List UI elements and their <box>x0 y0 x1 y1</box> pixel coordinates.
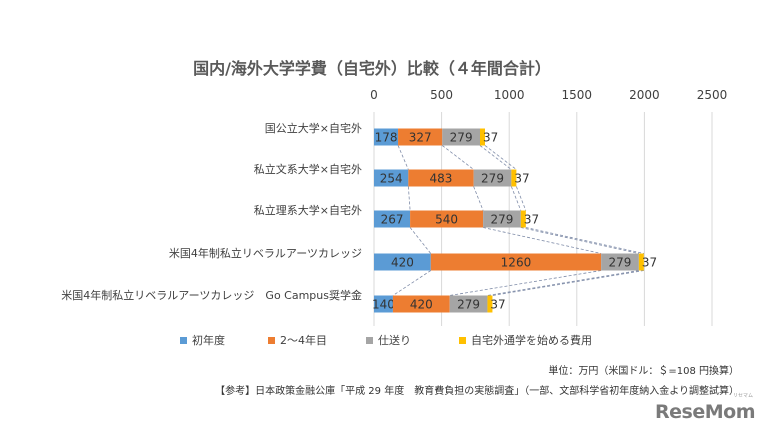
series-connector-line <box>525 227 644 254</box>
data-label: 37 <box>514 172 529 186</box>
legend-label: 2～4年目 <box>280 333 327 347</box>
category-label: 米国4年制私立リベラルアーツカレッジ Go Campus奨学金 <box>61 288 362 302</box>
bar-segment <box>601 253 639 271</box>
bar-segment <box>442 128 480 146</box>
bar-segment <box>374 169 409 187</box>
x-tick-label: 2500 <box>697 88 728 102</box>
bar-segment <box>398 128 443 146</box>
data-label: 483 <box>430 172 453 186</box>
data-label: 327 <box>409 131 432 145</box>
category-label: 私立理系大学×自宅外 <box>254 203 362 217</box>
bar-segment <box>430 253 602 271</box>
series-connector-line <box>407 186 411 211</box>
legend-swatch <box>180 337 187 344</box>
bar-segment <box>408 169 474 187</box>
series-connector-line <box>483 227 602 254</box>
brand-subtitle: リセマム <box>732 393 753 399</box>
bar-segment <box>374 253 431 271</box>
data-label: 279 <box>450 131 473 145</box>
x-tick-label: 500 <box>430 88 453 102</box>
bar-segment <box>449 295 488 313</box>
chart-title: 国内/海外大学学費（自宅外）比較（４年間合計） <box>193 59 551 78</box>
bar-segment <box>520 210 526 228</box>
series-connector-line <box>442 145 474 170</box>
series-connector-line <box>515 186 527 211</box>
data-label: 279 <box>609 256 632 270</box>
data-label: 279 <box>481 172 504 186</box>
x-tick-label: 1500 <box>562 88 593 102</box>
data-label: 279 <box>457 298 480 312</box>
unit-note: 単位：万円（米国ドル：＄=108 円換算） <box>548 366 739 377</box>
series-connector-line <box>510 186 522 211</box>
legend-swatch <box>366 337 373 344</box>
legend-label: 仕送り <box>378 333 411 347</box>
data-label: 279 <box>491 213 514 227</box>
series-connector-line <box>397 145 409 170</box>
series-connector-line <box>487 270 639 296</box>
bar-segment <box>374 295 393 313</box>
legend-label: 自宅外通学を始める費用 <box>471 333 592 347</box>
brand-logo: ReseMom <box>655 401 755 423</box>
legend-swatch <box>459 337 466 344</box>
legend-label: 初年度 <box>192 333 225 347</box>
bar-segment <box>410 210 484 228</box>
series-connector-line <box>449 270 602 296</box>
data-label: 1260 <box>501 256 532 270</box>
series-connector-line <box>409 227 432 254</box>
data-label: 254 <box>380 172 403 186</box>
bars: 178 327 279 37 254 483 279 37 267 540 279 37 420 1260… <box>372 128 657 313</box>
bar-segment <box>392 295 450 313</box>
category-label: 米国4年制私立リベラルアーツカレッジ <box>169 246 362 260</box>
bar-segment <box>483 210 521 228</box>
data-label: 420 <box>410 298 433 312</box>
data-label: 37 <box>483 131 498 145</box>
x-axis-ticks: 0 500 1000 1500 2000 2500 <box>370 88 727 102</box>
category-label: 私立文系大学×自宅外 <box>254 162 362 176</box>
series-connector-lines <box>392 145 644 296</box>
category-label: 国公立大学×自宅外 <box>265 121 362 135</box>
bar-segment <box>479 128 485 146</box>
data-label: 178 <box>375 131 398 145</box>
series-connector-line <box>473 186 484 211</box>
bar-segment <box>374 210 411 228</box>
bar-segment <box>374 128 399 146</box>
data-label: 540 <box>435 213 458 227</box>
category-labels: 国公立大学×自宅外私立文系大学×自宅外私立理系大学×自宅外米国4年制私立リベラル… <box>61 121 362 302</box>
series-connector-line <box>484 145 517 170</box>
data-label: 37 <box>642 256 657 270</box>
bar-segment <box>638 253 644 271</box>
data-label: 267 <box>381 213 404 227</box>
series-connector-line <box>492 270 644 296</box>
data-label: 420 <box>391 256 414 270</box>
data-label: 37 <box>524 213 539 227</box>
bar-segment <box>511 169 517 187</box>
series-connector-line <box>520 227 639 254</box>
data-label: 140 <box>372 298 395 312</box>
legend: 初年度 2～4年目 仕送り 自宅外通学を始める費用 <box>180 333 592 347</box>
x-tick-label: 0 <box>370 88 378 102</box>
bar-segment <box>473 169 512 187</box>
data-label: 37 <box>490 298 505 312</box>
legend-swatch <box>268 337 275 344</box>
series-connector-line <box>479 145 512 170</box>
source-note: 【参考】日本政策金融公庫「平成 29 年度 教育費負担の実態調査」（一部、文部科… <box>215 386 739 397</box>
x-tick-label: 1000 <box>494 88 525 102</box>
x-tick-label: 2000 <box>629 88 660 102</box>
bar-segment <box>487 295 493 313</box>
series-connector-line <box>392 270 432 296</box>
